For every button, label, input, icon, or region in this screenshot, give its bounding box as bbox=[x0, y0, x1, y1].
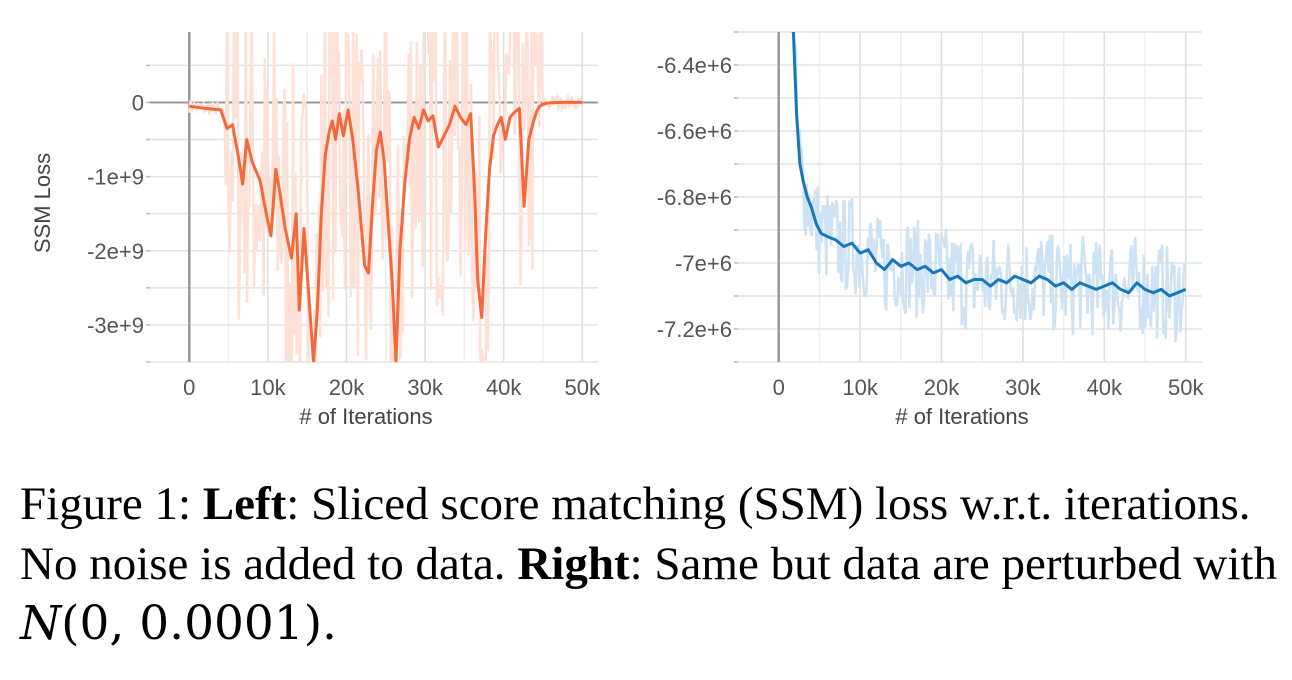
y-tick-label: -6.8e+6 bbox=[657, 185, 732, 210]
caption-normal-symbol: N bbox=[20, 596, 62, 651]
y-tick-label: -1e+9 bbox=[87, 165, 144, 190]
smoothed-series-line bbox=[189, 100, 583, 362]
caption-math: (0, 0.0001). bbox=[61, 596, 337, 651]
left-chart: 0 10k 20k 30k 40k 50k 0 -1e+9 -2e+9 -3e+9 # of Ite… bbox=[30, 32, 601, 429]
y-axis-title: SSM Loss bbox=[30, 153, 55, 253]
caption-left-bold: Left bbox=[202, 478, 287, 530]
x-tick-label: 0 bbox=[183, 375, 195, 400]
x-tick-label: 10k bbox=[250, 375, 286, 400]
x-tick-label: 20k bbox=[924, 375, 960, 400]
y-tick-label: -2e+9 bbox=[87, 239, 144, 264]
figure-caption: Figure 1: Left: Sliced score matching (S… bbox=[20, 474, 1280, 654]
raw-series-line bbox=[792, 41, 1187, 343]
y-tick-label: -7.2e+6 bbox=[657, 317, 732, 342]
y-tick-label: -7e+6 bbox=[675, 251, 732, 276]
y-tick-label: -6.6e+6 bbox=[657, 119, 732, 144]
x-tick-label: 50k bbox=[1168, 375, 1204, 400]
x-tick-label: 50k bbox=[565, 375, 601, 400]
raw-series-line bbox=[188, 32, 584, 362]
x-tick-label: 10k bbox=[842, 375, 878, 400]
x-tick-label: 40k bbox=[1087, 375, 1123, 400]
smoothed-series-line bbox=[791, 32, 1187, 298]
caption-label: Figure 1: bbox=[20, 478, 203, 530]
caption-right-bold: Right bbox=[517, 538, 630, 590]
caption-left-text: : Sliced score matching (SSM) loss w.r.t… bbox=[20, 478, 1251, 590]
caption-right-text: : Same but data are perturbed with bbox=[629, 538, 1277, 590]
right-chart: 0 10k 20k 30k 40k 50k -6.4e+6 -6.6e+6 -6.8e+6 -7e… bbox=[657, 31, 1204, 429]
x-tick-label: 30k bbox=[407, 375, 443, 400]
x-tick-label: 30k bbox=[1005, 375, 1041, 400]
y-tick-label: -6.4e+6 bbox=[657, 53, 732, 78]
y-tick-label: 0 bbox=[132, 90, 144, 115]
x-tick-label: 0 bbox=[773, 375, 785, 400]
x-axis-title: # of Iterations bbox=[895, 404, 1028, 429]
x-axis-title: # of Iterations bbox=[299, 404, 432, 429]
y-tick-label: -3e+9 bbox=[87, 313, 144, 338]
figure-panels: 0 10k 20k 30k 40k 50k 0 -1e+9 -2e+9 -3e+9 # of Ite… bbox=[30, 31, 1204, 429]
x-tick-label: 40k bbox=[486, 375, 522, 400]
x-tick-label: 20k bbox=[329, 375, 365, 400]
